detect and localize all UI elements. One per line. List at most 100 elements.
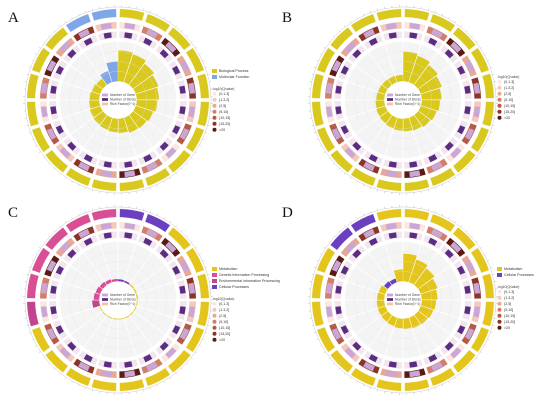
axis-tick xyxy=(207,74,210,75)
ring-legend-label: Rich Factor(0~1) xyxy=(110,102,135,106)
ring-legend-swatch xyxy=(102,293,108,297)
deg-count-marker xyxy=(143,237,153,246)
gene-count-marker xyxy=(331,328,342,340)
axis-tick xyxy=(363,384,365,387)
deg-count-marker xyxy=(388,232,397,239)
axis-tick xyxy=(195,47,198,49)
axis-tick xyxy=(71,381,73,384)
rich-factor-bar xyxy=(99,115,113,130)
pval-legend-label: >20 xyxy=(504,326,510,330)
rich-factor-bar xyxy=(381,311,392,322)
axis-tick xyxy=(59,225,61,228)
deg-count-marker xyxy=(55,265,64,275)
axis-tick xyxy=(323,247,326,249)
deg-count-marker xyxy=(464,285,471,294)
deg-count-marker xyxy=(124,161,133,168)
axis-tick xyxy=(448,381,450,384)
term-class-arc xyxy=(481,273,495,299)
axis-tick xyxy=(487,60,490,62)
gene-count-marker xyxy=(40,306,48,318)
gene-count-marker xyxy=(165,241,177,253)
axis-tick xyxy=(31,338,34,340)
axis-tick xyxy=(156,184,158,187)
rich-factor-bar xyxy=(420,88,442,100)
gene-count-marker xyxy=(146,228,158,239)
axis-tick xyxy=(53,30,55,32)
term-class-arc xyxy=(144,213,171,233)
deg-count-marker xyxy=(409,32,418,39)
axis-tick xyxy=(369,210,371,213)
axis-tick xyxy=(169,377,171,380)
term-class-arc xyxy=(26,101,40,127)
category-legend-swatch xyxy=(212,273,217,277)
rich-factor-bar xyxy=(123,315,130,319)
term-class-arc xyxy=(167,27,191,51)
rich-factor-bar xyxy=(395,74,403,83)
pval-legend-dot xyxy=(212,127,217,132)
gene-count-marker xyxy=(363,28,375,39)
term-class-arc xyxy=(119,378,145,392)
deg-count-marker xyxy=(428,237,438,246)
gene-count-marker xyxy=(385,222,397,230)
axis-tick xyxy=(71,216,73,219)
deg-count-marker xyxy=(335,285,342,294)
deg-count-marker xyxy=(368,354,378,363)
axis-tick xyxy=(454,20,456,23)
axis-tick xyxy=(34,145,37,147)
axis-tick xyxy=(207,325,210,326)
pval-legend-label: (1.3,2] xyxy=(219,98,229,102)
rich-factor-bar xyxy=(92,300,101,308)
deg-count-marker xyxy=(83,354,93,363)
axis-tick xyxy=(338,230,340,232)
axis-tick xyxy=(65,220,67,223)
axis-tick xyxy=(65,20,67,23)
axis-tick xyxy=(150,387,152,390)
ring-legend-swatch xyxy=(387,102,393,106)
rich-factor-bar xyxy=(403,317,412,330)
deg-count-marker xyxy=(368,154,378,163)
axis-tick xyxy=(344,25,346,28)
term-class-arc xyxy=(316,247,336,274)
rich-factor-bar xyxy=(96,78,107,89)
pval-legend-dot xyxy=(497,115,502,120)
gene-count-marker xyxy=(473,82,481,94)
axis-tick xyxy=(428,389,429,392)
gene-count-marker xyxy=(146,28,158,39)
pval-legend-dot xyxy=(497,301,502,306)
gene-count-marker xyxy=(344,41,356,53)
pval-legend-title: -log10(Qvalue) xyxy=(497,75,519,79)
panel-letter-a: A xyxy=(8,10,19,26)
axis-tick xyxy=(186,363,188,365)
legend-c: Metabolism Genetic Information Processing… xyxy=(212,267,280,342)
rich-factor-gridline xyxy=(79,261,157,339)
deg-count-marker xyxy=(172,265,181,275)
axis-tick xyxy=(313,266,316,268)
rich-factor-bar xyxy=(100,70,113,85)
deg-count-marker xyxy=(388,32,397,39)
pval-legend-label: (10,15] xyxy=(219,116,230,120)
pval-legend-label: (2,5] xyxy=(504,92,511,96)
term-class-arc xyxy=(429,167,456,187)
axis-tick xyxy=(169,20,171,23)
gene-count-marker xyxy=(385,370,397,378)
axis-tick xyxy=(84,210,86,213)
pval-legend-dot xyxy=(497,295,502,300)
deg-count-marker xyxy=(159,249,169,259)
pval-legend-label: (5,10] xyxy=(504,308,513,312)
deg-count-marker xyxy=(143,154,153,163)
axis-tick xyxy=(484,53,487,55)
axis-tick xyxy=(313,332,316,334)
category-legend-swatch xyxy=(497,267,502,271)
pval-legend-dot xyxy=(212,325,217,330)
rich-factor-bar xyxy=(133,288,137,295)
term-class-arc xyxy=(167,149,191,173)
axis-tick xyxy=(319,345,322,347)
axis-tick xyxy=(313,132,316,134)
axis-tick xyxy=(356,381,358,384)
panel-letter-b: B xyxy=(282,10,292,26)
axis-tick xyxy=(344,372,346,375)
rich-factor-gridline xyxy=(89,71,147,129)
term-class-arc xyxy=(429,213,456,233)
rich-factor-bar xyxy=(418,305,434,319)
